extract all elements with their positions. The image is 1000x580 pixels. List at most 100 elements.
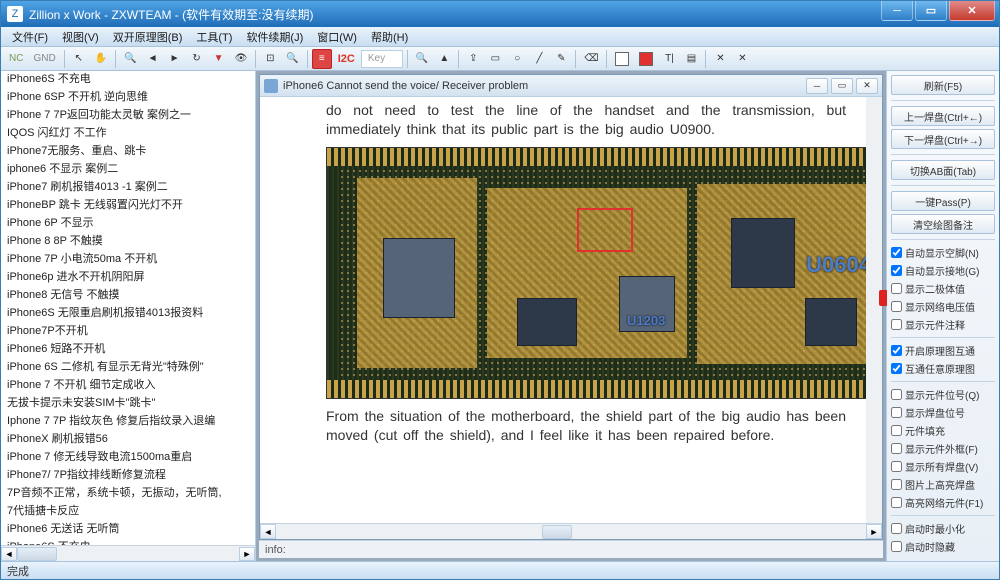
tool-x1-icon[interactable]: ✕ [710,49,730,69]
tool-hand-icon[interactable]: ✋ [91,49,111,69]
menu-item[interactable]: 文件(F) [5,29,55,45]
scroll-thumb[interactable] [17,547,57,561]
list-item[interactable]: iPhone7/ 7P指纹排线断修复流程 [1,467,255,485]
tool-down-icon[interactable]: ▼ [209,49,229,69]
list-item[interactable]: iPhone 7 7P返回功能太灵敏 案例之一 [1,107,255,125]
doc-close-button[interactable]: ✕ [856,78,878,94]
list-item[interactable]: iPhone8 无信号 不触摸 [1,287,255,305]
maximize-button[interactable]: ▭ [915,1,947,21]
tool-zoom-icon[interactable]: 🔍 [282,49,302,69]
chk-schem-link[interactable]: 开启原理图互通 [891,343,995,358]
key-field[interactable]: Key [361,50,403,68]
chk-net-volt[interactable]: 显示网络电压值 [891,299,995,314]
chk-comp-note[interactable]: 显示元件注释 [891,317,995,332]
list-item[interactable]: iphone6 不显示 案例二 [1,161,255,179]
list-item[interactable]: iPhone 6P 不显示 [1,215,255,233]
right-panel: 刷新(F5) 上一焊盘(Ctrl+←) 下一焊盘(Ctrl+→) 切换AB面(T… [886,71,999,561]
doc-minimize-button[interactable]: ─ [806,78,828,94]
clear-draw-button[interactable]: 清空绘图备注 [891,214,995,234]
list-item[interactable]: iPhone 8 8P 不触摸 [1,233,255,251]
chk-net-highlight[interactable]: 高亮网络元件(F1) [891,495,995,510]
tool-list-icon[interactable]: ≡ [312,49,332,69]
tool-refresh-icon[interactable]: ↻ [187,49,207,69]
list-item[interactable]: Iphone 7 7P 指纹灰色 修复后指纹录入退编 [1,413,255,431]
tool-i2c[interactable]: I2C [334,49,359,69]
chk-auto-gnd[interactable]: 自动显示接地(G) [891,263,995,278]
list-item[interactable]: iPhone6 短路不开机 [1,341,255,359]
menu-item[interactable]: 软件续期(J) [239,29,310,45]
tool-erase-icon[interactable]: ⌫ [580,49,602,69]
one-key-pass-button[interactable]: 一键Pass(P) [891,191,995,211]
list-item[interactable]: iPhone6p 进水不开机阴阳屏 [1,269,255,287]
minimize-button[interactable]: ─ [881,1,913,21]
doc-scroll-right-icon[interactable]: ► [866,524,882,539]
refresh-button[interactable]: 刷新(F5) [891,75,995,95]
chk-start-hide[interactable]: 启动时隐藏 [891,539,995,554]
chk-start-min[interactable]: 启动时最小化 [891,521,995,536]
chk-comp-frame[interactable]: 显示元件外框(F) [891,441,995,456]
list-item[interactable]: 无拔卡提示未安装SIM卡"跳卡" [1,395,255,413]
prev-pad-button[interactable]: 上一焊盘(Ctrl+←) [891,106,995,126]
chk-pad-des[interactable]: 显示焊盘位号 [891,405,995,420]
tool-eye-icon[interactable]: 👁 [231,49,252,69]
doc-scroll-thumb[interactable] [542,525,572,539]
tool-zoom-out-icon[interactable]: 🔍 [120,49,140,69]
tool-next-icon[interactable]: ► [165,49,185,69]
chk-img-highlight[interactable]: 图片上高亮焊盘 [891,477,995,492]
menu-item[interactable]: 视图(V) [55,29,106,45]
list-item[interactable]: IQOS 闪红灯 不工作 [1,125,255,143]
doc-hscroll[interactable]: ◄ ► [260,523,882,539]
chk-comp-fill[interactable]: 元件填充 [891,423,995,438]
case-list[interactable]: iPhone6S 不充电iPhone 6SP 不开机 逆向思维iPhone 7 … [1,71,255,545]
list-item[interactable]: 7代插搪卡反应 [1,503,255,521]
scroll-left-icon[interactable]: ◄ [1,547,17,561]
list-item[interactable]: iPhone7无服务、重启、跳卡 [1,143,255,161]
menu-item[interactable]: 帮助(H) [364,29,415,45]
swap-ab-button[interactable]: 切换AB面(Tab) [891,160,995,180]
list-item[interactable]: iPhone7 刷机报错4013 -1 案例二 [1,179,255,197]
tool-prev-icon[interactable]: ◄ [143,49,163,69]
chk-comp-des[interactable]: 显示元件位号(Q) [891,387,995,402]
tool-arrow-icon[interactable]: ▲ [434,49,454,69]
list-item[interactable]: iPhoneBP 跳卡 无线弱置闪光灯不开 [1,197,255,215]
scroll-right-icon[interactable]: ► [239,547,255,561]
chk-diode[interactable]: 显示二极体值 [891,281,995,296]
tool-rect-icon[interactable]: ▭ [485,49,505,69]
chk-auto-empty[interactable]: 自动显示空脚(N) [891,245,995,260]
doc-vscroll[interactable] [866,97,882,523]
color-white[interactable] [611,49,633,69]
list-item[interactable]: iPhoneX 刷机报错56 [1,431,255,449]
doc-maximize-button[interactable]: ▭ [831,78,853,94]
list-item[interactable]: iPhone 7P 小电流50ma 不开机 [1,251,255,269]
list-item[interactable]: iPhone6S 不充电 [1,71,255,89]
list-item[interactable]: iPhone 7 不开机 细节定成收入 [1,377,255,395]
list-item[interactable]: iPhone6S 无限重启刷机报错4013报资料 [1,305,255,323]
list-item[interactable]: 7P音频不正常，系统卡顿，无振动，无听筒, [1,485,255,503]
menu-item[interactable]: 工具(T) [189,29,239,45]
tool-export-icon[interactable]: ⇪ [463,49,483,69]
tool-pen-icon[interactable]: ✎ [551,49,571,69]
list-item[interactable]: iPhone 7 修无线导致电流1500ma重启 [1,449,255,467]
menu-item[interactable]: 双开原理图(B) [106,29,190,45]
tool-fit-icon[interactable]: ⊡ [260,49,280,69]
list-item[interactable]: iPhone 6SP 不开机 逆向思维 [1,89,255,107]
close-button[interactable]: ✕ [949,1,995,21]
next-pad-button[interactable]: 下一焊盘(Ctrl+→) [891,129,995,149]
tool-text-icon[interactable]: T| [659,49,679,69]
list-item[interactable]: iPhone7P不开机 [1,323,255,341]
chk-any-schem[interactable]: 互通任意原理图 [891,361,995,376]
tool-search-icon[interactable]: 🔍 [412,49,432,69]
tool-cursor-icon[interactable]: ↖ [69,49,89,69]
chk-all-pads[interactable]: 显示所有焊盘(V) [891,459,995,474]
tool-circle-icon[interactable]: ○ [507,49,527,69]
tool-layers-icon[interactable]: ▤ [681,49,701,69]
left-hscroll[interactable]: ◄ ► [1,545,255,561]
list-item[interactable]: iPhone6 无送话 无听筒 [1,521,255,539]
doc-scroll-left-icon[interactable]: ◄ [260,524,276,539]
tool-line-icon[interactable]: ╱ [529,49,549,69]
list-item[interactable]: iPhone 6S 二修机 有显示无背光"特殊例" [1,359,255,377]
side-collapse-tab[interactable] [879,290,887,306]
tool-x2-icon[interactable]: ✕ [732,49,752,69]
color-red[interactable] [635,49,657,69]
menu-item[interactable]: 窗口(W) [310,29,364,45]
